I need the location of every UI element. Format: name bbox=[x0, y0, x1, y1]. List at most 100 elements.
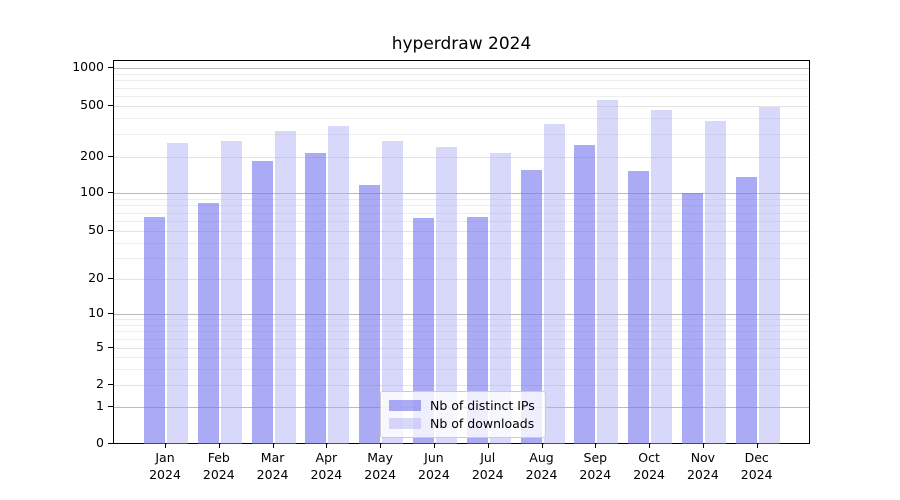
gridline bbox=[114, 331, 809, 333]
legend-item-downloads: Nb of downloads bbox=[389, 416, 537, 431]
gridline bbox=[114, 157, 809, 158]
gridline bbox=[114, 205, 809, 207]
x-axis-tick bbox=[756, 444, 758, 448]
x-axis-tick-label: Aug 2024 bbox=[525, 450, 558, 482]
x-axis-tick bbox=[702, 444, 704, 448]
y-axis-tick bbox=[108, 278, 113, 279]
gridline bbox=[114, 106, 809, 107]
gridline bbox=[114, 80, 809, 82]
bar-distinct-ips bbox=[735, 176, 757, 444]
bar-distinct-ips bbox=[412, 218, 434, 444]
bar-downloads bbox=[382, 141, 404, 444]
x-axis-tick-label: Jul 2024 bbox=[471, 450, 504, 482]
y-axis-tick bbox=[108, 406, 113, 407]
x-axis-tick bbox=[595, 444, 597, 448]
legend-label-distinct-ips: Nb of distinct IPs bbox=[430, 398, 535, 414]
bar-distinct-ips bbox=[359, 184, 381, 444]
gridline bbox=[114, 385, 809, 386]
y-axis-tick-label: 10 bbox=[88, 305, 104, 320]
bar-downloads bbox=[328, 125, 350, 444]
gridline bbox=[114, 314, 809, 315]
y-axis-tick bbox=[108, 384, 113, 385]
x-axis-tick-label: Jan 2024 bbox=[149, 450, 181, 482]
x-axis-tick-label: Sep 2024 bbox=[579, 450, 612, 482]
gridline bbox=[114, 87, 809, 89]
x-axis-tick-label: Mar 2024 bbox=[256, 450, 289, 482]
bar-downloads bbox=[167, 143, 188, 444]
y-axis-tick-label: 200 bbox=[80, 148, 104, 163]
bar-downloads bbox=[435, 147, 457, 444]
bar-distinct-ips bbox=[466, 217, 488, 444]
y-axis-tick-label: 2 bbox=[96, 376, 104, 391]
gridline bbox=[114, 73, 809, 75]
bar-distinct-ips bbox=[628, 171, 650, 444]
y-axis-tick-label: 0 bbox=[96, 435, 104, 450]
y-axis-tick bbox=[108, 192, 113, 193]
y-axis-tick bbox=[108, 313, 113, 314]
legend: Nb of distinct IPs Nb of downloads bbox=[380, 391, 546, 438]
gridline bbox=[114, 221, 809, 222]
y-axis-tick-label: 50 bbox=[88, 222, 104, 237]
x-axis-tick bbox=[326, 444, 328, 448]
gridline bbox=[114, 257, 809, 259]
y-axis-tick bbox=[108, 230, 113, 231]
gridline bbox=[114, 212, 809, 214]
bar-downloads bbox=[704, 121, 726, 444]
x-axis-tick-label: Nov 2024 bbox=[686, 450, 719, 482]
bar-downloads bbox=[220, 140, 242, 444]
bar-downloads bbox=[274, 131, 296, 444]
gridline bbox=[114, 368, 809, 370]
bar-distinct-ips bbox=[197, 202, 219, 444]
bar-distinct-ips bbox=[144, 216, 165, 444]
gridline bbox=[114, 348, 809, 349]
gridline bbox=[114, 279, 809, 280]
y-axis-tick bbox=[108, 347, 113, 348]
y-axis-tick-label: 1 bbox=[96, 398, 104, 413]
bar-distinct-ips bbox=[574, 144, 596, 444]
gridline bbox=[114, 242, 809, 244]
bar-downloads bbox=[489, 153, 511, 444]
x-axis-tick-label: Apr 2024 bbox=[310, 450, 343, 482]
y-axis-tick-label: 500 bbox=[80, 97, 104, 112]
gridline bbox=[114, 324, 809, 326]
x-axis-tick-label: Jun 2024 bbox=[418, 450, 450, 482]
x-axis-tick bbox=[487, 444, 489, 448]
gridline bbox=[114, 357, 809, 358]
y-axis-tick-label: 1000 bbox=[72, 59, 104, 74]
bar-distinct-ips bbox=[520, 170, 542, 444]
bar-distinct-ips bbox=[251, 161, 273, 444]
bar-downloads bbox=[543, 123, 565, 444]
x-axis-tick bbox=[380, 444, 382, 448]
x-axis-tick-label: Oct 2024 bbox=[633, 450, 666, 482]
gridline bbox=[114, 339, 809, 341]
gridline bbox=[114, 118, 809, 120]
y-axis-tick bbox=[108, 105, 113, 106]
x-axis-tick bbox=[433, 444, 435, 448]
legend-item-distinct-ips: Nb of distinct IPs bbox=[389, 398, 537, 413]
bar-downloads bbox=[597, 100, 619, 444]
x-axis-tick-label: Feb 2024 bbox=[202, 450, 235, 482]
gridline bbox=[114, 134, 809, 136]
y-axis-tick bbox=[108, 443, 113, 444]
legend-swatch-downloads bbox=[389, 417, 421, 429]
y-axis-tick bbox=[108, 156, 113, 157]
bar-distinct-ips bbox=[305, 153, 327, 444]
chart-title: hyperdraw 2024 bbox=[391, 34, 532, 54]
x-axis-tick-label: Dec 2024 bbox=[740, 450, 773, 482]
legend-label-downloads: Nb of downloads bbox=[430, 415, 535, 431]
x-axis-tick bbox=[649, 444, 651, 448]
y-axis-tick-label: 100 bbox=[80, 184, 104, 199]
gridline bbox=[114, 68, 809, 69]
x-axis-tick bbox=[541, 444, 543, 448]
gridline bbox=[114, 96, 809, 97]
y-axis-tick-label: 5 bbox=[96, 339, 104, 354]
x-axis-tick bbox=[218, 444, 220, 448]
y-axis-tick bbox=[108, 67, 113, 68]
plot-area: Nb of distinct IPs Nb of downloads bbox=[113, 60, 810, 444]
y-axis-tick-label: 20 bbox=[88, 270, 104, 285]
x-axis-tick-label: May 2024 bbox=[364, 450, 397, 482]
legend-swatch-distinct-ips bbox=[389, 400, 421, 412]
gridline bbox=[114, 193, 809, 194]
bar-downloads bbox=[758, 107, 780, 444]
